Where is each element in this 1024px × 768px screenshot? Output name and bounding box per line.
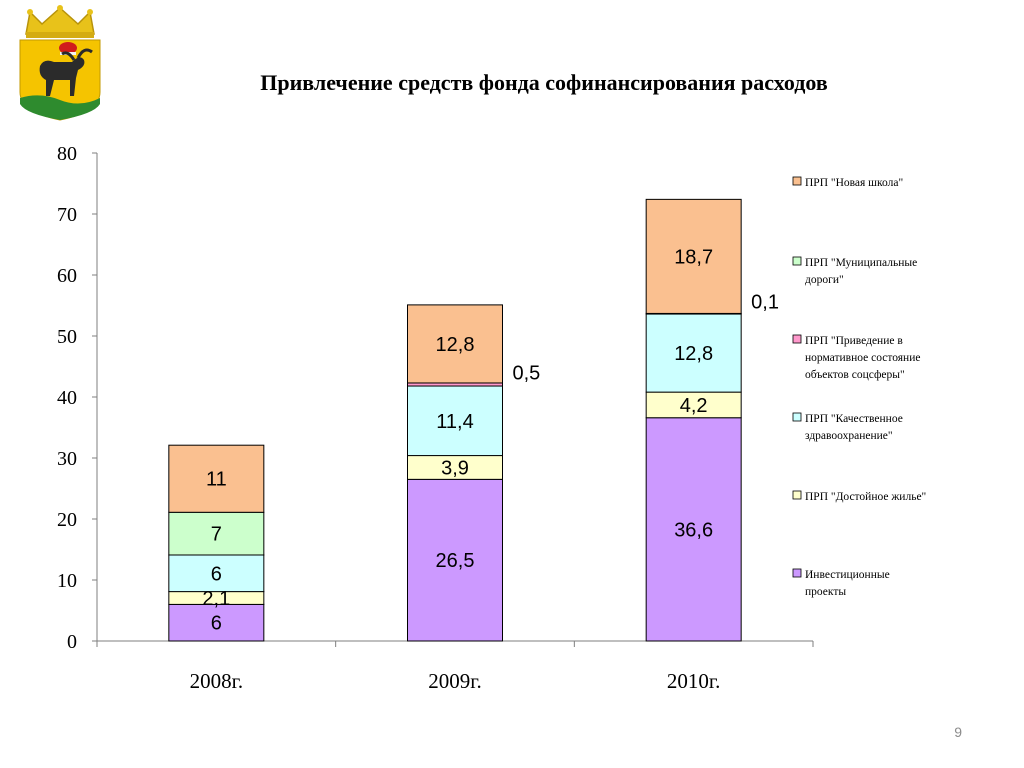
x-tick-label: 2010г. bbox=[667, 669, 721, 693]
data-label: 7 bbox=[211, 524, 222, 546]
y-tick-label: 40 bbox=[57, 387, 77, 409]
legend-label: Инвестиционные проекты bbox=[805, 569, 890, 598]
bar-segment bbox=[168, 444, 265, 513]
y-tick-label: 0 bbox=[67, 631, 77, 653]
bars bbox=[168, 198, 742, 642]
bar-segment bbox=[645, 313, 742, 393]
data-label: 11 bbox=[206, 469, 227, 491]
page-title: Привлечение средств фонда софинансирован… bbox=[260, 70, 828, 95]
data-label: 0,5 bbox=[513, 362, 541, 384]
coat-of-arms-logo bbox=[14, 4, 106, 127]
y-tick-label: 70 bbox=[57, 204, 77, 226]
data-label: 11,4 bbox=[436, 411, 473, 433]
y-tick-label: 30 bbox=[57, 448, 77, 470]
legend: ПРП "Новая школа" ПРП "Муниципальные дорог… bbox=[792, 176, 926, 598]
bar-segment bbox=[645, 391, 742, 419]
data-label: 3,9 bbox=[441, 457, 469, 479]
legend-swatch bbox=[792, 176, 802, 186]
y-tick-label: 80 bbox=[57, 143, 77, 165]
data-labels: 6 2,1 6 7 11 26,5 3,9 11,4 0,5 12,8 36,6 4,2 12,8 0,1… bbox=[202, 246, 779, 634]
data-label: 36,6 bbox=[674, 519, 713, 541]
x-axis: 2008г. 2009г. 2010г. bbox=[96, 640, 814, 693]
y-axis: 0 10 20 30 40 50 60 70 80 bbox=[57, 143, 98, 653]
data-label: 12,8 bbox=[674, 343, 713, 365]
y-tick-label: 10 bbox=[57, 570, 77, 592]
data-label: 6 bbox=[211, 613, 222, 635]
legend-label: ПРП "Новая школа" bbox=[805, 177, 903, 189]
data-label: 12,8 bbox=[436, 334, 475, 356]
y-tick-label: 60 bbox=[57, 265, 77, 287]
legend-swatch bbox=[792, 334, 802, 344]
bar-segment bbox=[407, 304, 503, 384]
data-label: 4,2 bbox=[680, 395, 708, 417]
legend-swatch bbox=[792, 412, 802, 422]
legend-swatch bbox=[792, 256, 802, 266]
legend-swatch bbox=[792, 490, 802, 500]
legend-label: ПРП "Качественное здравоохранение" bbox=[805, 413, 903, 442]
data-label: 2,1 bbox=[202, 588, 230, 610]
x-tick-label: 2009г. bbox=[428, 669, 482, 693]
x-tick-label: 2008г. bbox=[190, 669, 244, 693]
bar-segment bbox=[407, 478, 503, 642]
data-label: 6 bbox=[211, 563, 222, 585]
bar-segment bbox=[407, 385, 503, 457]
page-number: 9 bbox=[954, 724, 962, 740]
legend-label: ПРП "Достойное жилье" bbox=[805, 491, 926, 503]
legend-label: ПРП "Муниципальные дороги" bbox=[805, 257, 917, 286]
y-tick-label: 50 bbox=[57, 326, 77, 348]
data-label: 26,5 bbox=[436, 550, 475, 572]
bar-segment bbox=[645, 198, 742, 314]
crown-icon bbox=[25, 5, 95, 38]
legend-swatch bbox=[792, 568, 802, 578]
data-label: 18,7 bbox=[674, 246, 713, 268]
y-tick-label: 20 bbox=[57, 509, 77, 531]
data-label: 0,1 bbox=[751, 292, 779, 314]
legend-label: ПРП "Приведение в нормативное состояние об… bbox=[805, 335, 920, 381]
bar-segment bbox=[168, 554, 265, 593]
